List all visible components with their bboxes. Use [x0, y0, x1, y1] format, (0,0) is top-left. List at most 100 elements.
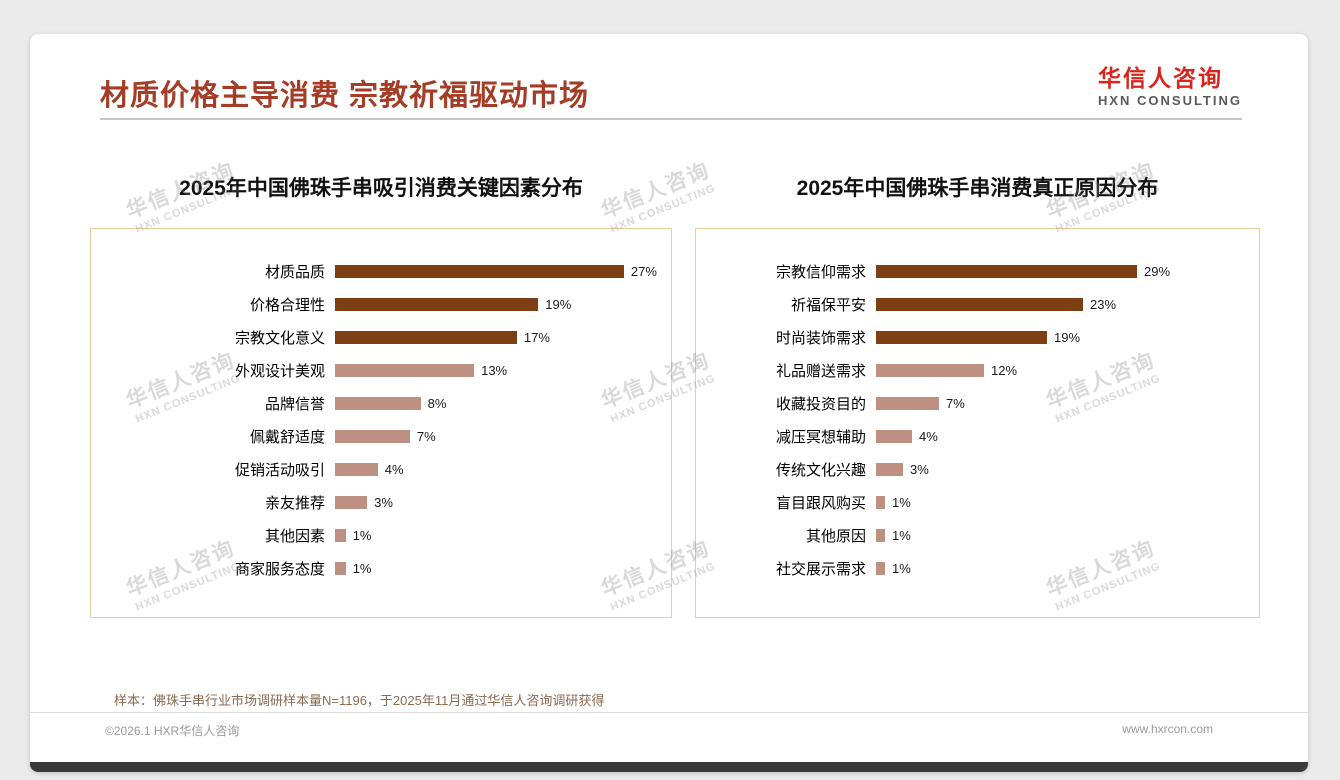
- sample-footnote: 样本：佛珠手串行业市场调研样本量N=1196，于2025年11月通过华信人咨询调…: [114, 693, 605, 708]
- bar-row: 宗教信仰需求 29%: [714, 255, 1245, 288]
- bar-track: 19%: [876, 330, 1245, 345]
- category-label: 盲目跟风购买: [775, 495, 866, 512]
- category-label: 时尚装饰需求: [775, 330, 866, 347]
- value-label: 1%: [892, 528, 911, 543]
- bar-row: 传统文化兴趣 3%: [714, 453, 1245, 486]
- bar-row: 其他因素 1%: [109, 519, 657, 552]
- bar: [876, 430, 912, 443]
- bar-row: 材质品质 27%: [109, 255, 657, 288]
- header-divider: [100, 118, 1242, 120]
- bar-track: 23%: [876, 297, 1245, 312]
- bar: [335, 265, 624, 278]
- value-label: 27%: [630, 264, 657, 279]
- copyright-text: ©2026.1 HXR华信人咨询: [105, 724, 240, 738]
- category-label: 佩戴舒适度: [249, 429, 325, 446]
- bar: [335, 529, 346, 542]
- bar-track: 4%: [335, 462, 657, 477]
- bar-row: 商家服务态度 1%: [109, 552, 657, 585]
- category-label: 宗教信仰需求: [775, 264, 866, 281]
- category-label: 收藏投资目的: [775, 396, 866, 413]
- category-label: 外观设计美观: [234, 363, 325, 380]
- bar: [335, 364, 475, 377]
- value-label: 7%: [416, 429, 436, 444]
- category-label: 传统文化兴趣: [775, 462, 866, 479]
- category-label: 价格合理性: [249, 297, 325, 314]
- footer: ©2026.1 HXR华信人咨询 www.hxrcon.com: [105, 722, 1213, 739]
- bar: [335, 496, 368, 509]
- bar-track: 8%: [335, 396, 657, 411]
- category-label: 促销活动吸引: [234, 462, 325, 479]
- bar-row: 促销活动吸引 4%: [109, 453, 657, 486]
- bar-row: 亲友推荐 3%: [109, 486, 657, 519]
- right-bar-chart: 宗教信仰需求 29% 祈福保平安 23% 时尚装饰需求 19% 礼品赠送需求 12% 收藏投资目…: [695, 228, 1260, 618]
- category-label: 减压冥想辅助: [775, 429, 866, 446]
- bar: [335, 397, 421, 410]
- bar: [335, 298, 539, 311]
- value-label: 3%: [910, 462, 929, 477]
- bar: [335, 463, 378, 476]
- bar: [335, 562, 346, 575]
- value-label: 1%: [352, 561, 372, 576]
- bar-track: 17%: [335, 330, 657, 345]
- bar: [876, 298, 1083, 311]
- value-label: 7%: [946, 396, 965, 411]
- bar: [876, 397, 939, 410]
- right-chart-title: 2025年中国佛珠手串消费真正原因分布: [796, 177, 1159, 200]
- bar-row: 品牌信誉 8%: [109, 387, 657, 420]
- bar-track: 7%: [876, 396, 1245, 411]
- value-label: 13%: [481, 363, 508, 378]
- bar-track: 19%: [335, 297, 657, 312]
- bar-row: 收藏投资目的 7%: [714, 387, 1245, 420]
- bar-track: 3%: [335, 495, 657, 510]
- value-label: 8%: [427, 396, 447, 411]
- bottom-accent-bar: [30, 762, 1308, 772]
- bar: [335, 430, 410, 443]
- bar-row: 时尚装饰需求 19%: [714, 321, 1245, 354]
- bar-track: 1%: [876, 528, 1245, 543]
- slide-card: 材质价格主导消费 宗教祈福驱动市场 华信人咨询 HXN CONSULTING 2…: [30, 34, 1308, 772]
- page-title: 材质价格主导消费 宗教祈福驱动市场: [100, 80, 590, 112]
- bar-track: 29%: [876, 264, 1245, 279]
- bar-row: 盲目跟风购买 1%: [714, 486, 1245, 519]
- value-label: 4%: [919, 429, 938, 444]
- category-label: 社交展示需求: [775, 561, 866, 578]
- bar-row: 礼品赠送需求 12%: [714, 354, 1245, 387]
- bar-track: 1%: [335, 528, 657, 543]
- value-label: 19%: [545, 297, 572, 312]
- value-label: 4%: [384, 462, 404, 477]
- bar: [876, 529, 885, 542]
- logo-chinese-text: 华信人咨询: [1097, 65, 1223, 91]
- bar: [876, 265, 1137, 278]
- bar-row: 宗教文化意义 17%: [109, 321, 657, 354]
- bar-track: 27%: [335, 264, 657, 279]
- value-label: 12%: [991, 363, 1018, 378]
- bar-track: 1%: [876, 561, 1245, 576]
- value-label: 3%: [374, 495, 393, 510]
- category-label: 亲友推荐: [264, 495, 325, 512]
- left-chart-section: 2025年中国佛珠手串吸引消费关键因素分布 材质品质 27% 价格合理性 19% 宗教文…: [90, 162, 672, 618]
- bar-row: 其他原因 1%: [714, 519, 1245, 552]
- bar-track: 1%: [335, 561, 657, 576]
- left-bar-chart: 材质品质 27% 价格合理性 19% 宗教文化意义 17% 外观设计美观 13% 品牌信誉 8% 佩…: [90, 228, 672, 618]
- value-label: 29%: [1144, 264, 1171, 279]
- bar: [876, 496, 885, 509]
- bar-track: 3%: [876, 462, 1245, 477]
- value-label: 1%: [892, 495, 911, 510]
- category-label: 礼品赠送需求: [775, 363, 866, 380]
- value-label: 1%: [352, 528, 372, 543]
- bar: [335, 331, 517, 344]
- bar-row: 外观设计美观 13%: [109, 354, 657, 387]
- company-logo: 华信人咨询 HXN CONSULTING: [1097, 65, 1242, 108]
- value-label: 1%: [892, 561, 911, 576]
- category-label: 品牌信誉: [264, 396, 325, 413]
- bar-track: 1%: [876, 495, 1245, 510]
- bar-row: 减压冥想辅助 4%: [714, 420, 1245, 453]
- category-label: 宗教文化意义: [234, 330, 325, 347]
- bar: [876, 331, 1047, 344]
- category-label: 商家服务态度: [234, 561, 325, 578]
- bar-row: 价格合理性 19%: [109, 288, 657, 321]
- category-label: 其他因素: [264, 528, 325, 545]
- value-label: 23%: [1090, 297, 1117, 312]
- value-label: 17%: [523, 330, 550, 345]
- bar: [876, 562, 885, 575]
